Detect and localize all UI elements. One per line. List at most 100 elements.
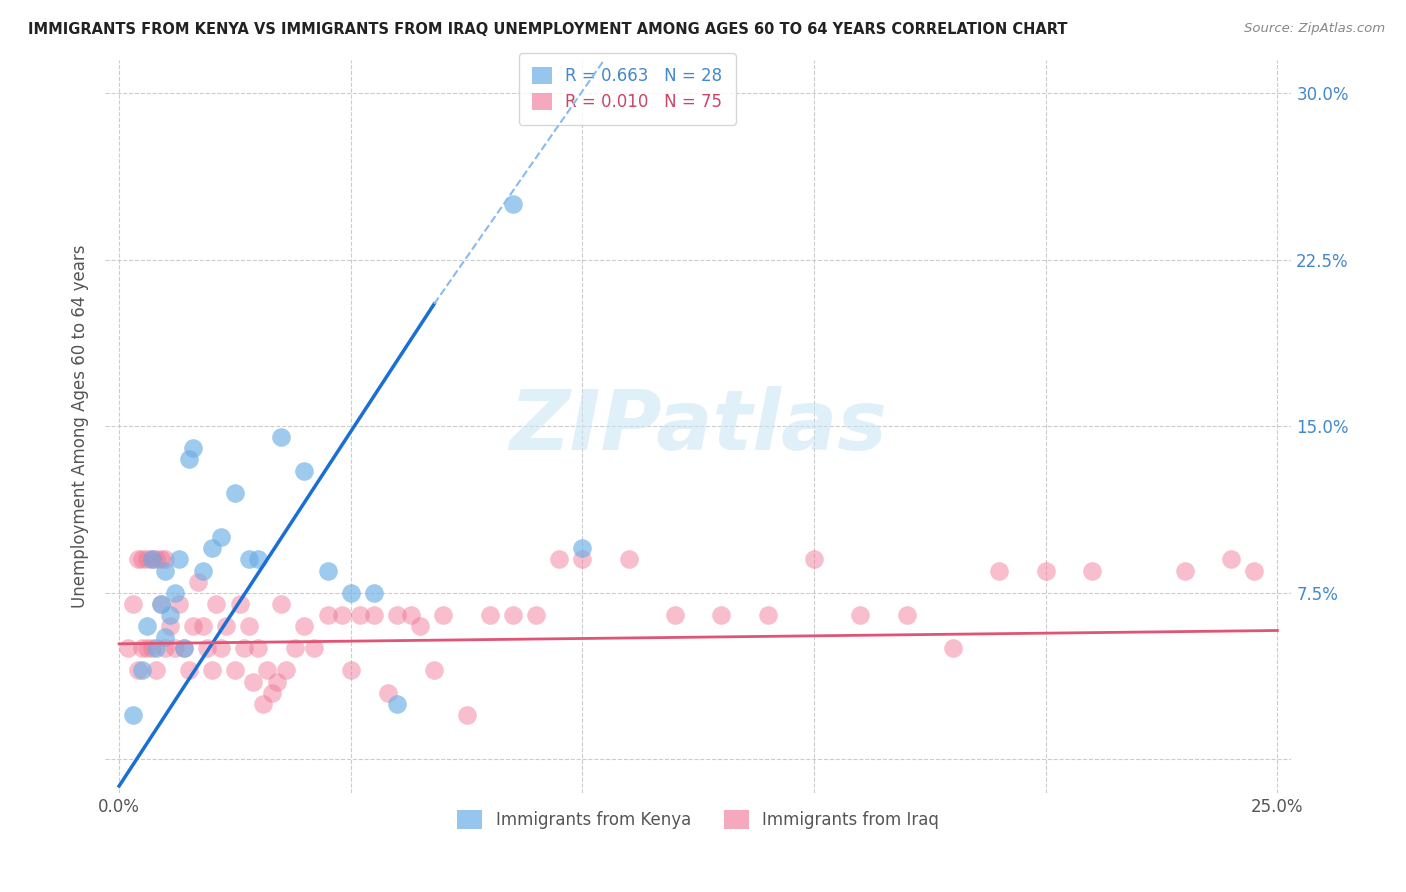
Point bbox=[502, 197, 524, 211]
Point bbox=[896, 607, 918, 622]
Point bbox=[339, 664, 361, 678]
Point bbox=[224, 485, 246, 500]
Point bbox=[195, 641, 218, 656]
Point bbox=[330, 607, 353, 622]
Point bbox=[710, 607, 733, 622]
Point bbox=[524, 607, 547, 622]
Point bbox=[181, 619, 204, 633]
Point bbox=[377, 686, 399, 700]
Point bbox=[145, 552, 167, 566]
Point bbox=[294, 619, 316, 633]
Point bbox=[247, 552, 270, 566]
Point bbox=[432, 607, 454, 622]
Point bbox=[423, 664, 446, 678]
Point bbox=[270, 597, 292, 611]
Point bbox=[1220, 552, 1243, 566]
Point bbox=[1174, 564, 1197, 578]
Point bbox=[205, 597, 228, 611]
Point bbox=[181, 442, 204, 456]
Point bbox=[316, 607, 339, 622]
Point bbox=[155, 641, 177, 656]
Point bbox=[363, 585, 385, 599]
Point bbox=[302, 641, 325, 656]
Point bbox=[135, 619, 157, 633]
Point bbox=[260, 686, 283, 700]
Point bbox=[149, 597, 172, 611]
Point bbox=[664, 607, 686, 622]
Point bbox=[349, 607, 371, 622]
Point bbox=[409, 619, 432, 633]
Point bbox=[1243, 564, 1265, 578]
Point bbox=[141, 552, 163, 566]
Point bbox=[316, 564, 339, 578]
Point bbox=[571, 552, 593, 566]
Point bbox=[163, 585, 186, 599]
Point bbox=[149, 552, 172, 566]
Text: Source: ZipAtlas.com: Source: ZipAtlas.com bbox=[1244, 22, 1385, 36]
Point bbox=[385, 607, 408, 622]
Point bbox=[502, 607, 524, 622]
Point bbox=[122, 707, 145, 722]
Point bbox=[209, 530, 232, 544]
Point bbox=[233, 641, 256, 656]
Point bbox=[155, 552, 177, 566]
Point bbox=[141, 641, 163, 656]
Point bbox=[942, 641, 965, 656]
Point bbox=[131, 664, 153, 678]
Point bbox=[145, 664, 167, 678]
Text: ZIPatlas: ZIPatlas bbox=[509, 385, 887, 467]
Point bbox=[1035, 564, 1057, 578]
Point bbox=[617, 552, 640, 566]
Point bbox=[173, 641, 195, 656]
Point bbox=[1081, 564, 1104, 578]
Point bbox=[155, 564, 177, 578]
Point bbox=[141, 552, 163, 566]
Point bbox=[247, 641, 270, 656]
Point bbox=[256, 664, 278, 678]
Point bbox=[548, 552, 571, 566]
Point bbox=[145, 641, 167, 656]
Point bbox=[228, 597, 250, 611]
Point bbox=[135, 641, 157, 656]
Point bbox=[149, 597, 172, 611]
Point bbox=[127, 552, 149, 566]
Point bbox=[456, 707, 478, 722]
Point bbox=[339, 585, 361, 599]
Point bbox=[238, 552, 260, 566]
Point bbox=[252, 697, 274, 711]
Point bbox=[187, 574, 209, 589]
Point bbox=[131, 552, 153, 566]
Point bbox=[159, 619, 181, 633]
Point bbox=[117, 641, 139, 656]
Point bbox=[201, 541, 224, 556]
Legend: Immigrants from Kenya, Immigrants from Iraq: Immigrants from Kenya, Immigrants from I… bbox=[450, 803, 946, 836]
Point bbox=[385, 697, 408, 711]
Point bbox=[191, 619, 214, 633]
Point bbox=[191, 564, 214, 578]
Point bbox=[803, 552, 825, 566]
Point bbox=[266, 674, 288, 689]
Y-axis label: Unemployment Among Ages 60 to 64 years: Unemployment Among Ages 60 to 64 years bbox=[72, 244, 89, 607]
Point bbox=[571, 541, 593, 556]
Point bbox=[363, 607, 385, 622]
Point bbox=[242, 674, 264, 689]
Point bbox=[169, 597, 191, 611]
Point bbox=[294, 464, 316, 478]
Text: IMMIGRANTS FROM KENYA VS IMMIGRANTS FROM IRAQ UNEMPLOYMENT AMONG AGES 60 TO 64 Y: IMMIGRANTS FROM KENYA VS IMMIGRANTS FROM… bbox=[28, 22, 1067, 37]
Point bbox=[131, 641, 153, 656]
Point bbox=[201, 664, 224, 678]
Point bbox=[169, 552, 191, 566]
Point bbox=[224, 664, 246, 678]
Point bbox=[155, 630, 177, 644]
Point bbox=[399, 607, 422, 622]
Point bbox=[163, 641, 186, 656]
Point bbox=[173, 641, 195, 656]
Point bbox=[274, 664, 297, 678]
Point bbox=[209, 641, 232, 656]
Point bbox=[122, 597, 145, 611]
Point bbox=[756, 607, 779, 622]
Point bbox=[215, 619, 238, 633]
Point bbox=[849, 607, 872, 622]
Point bbox=[177, 664, 200, 678]
Point bbox=[238, 619, 260, 633]
